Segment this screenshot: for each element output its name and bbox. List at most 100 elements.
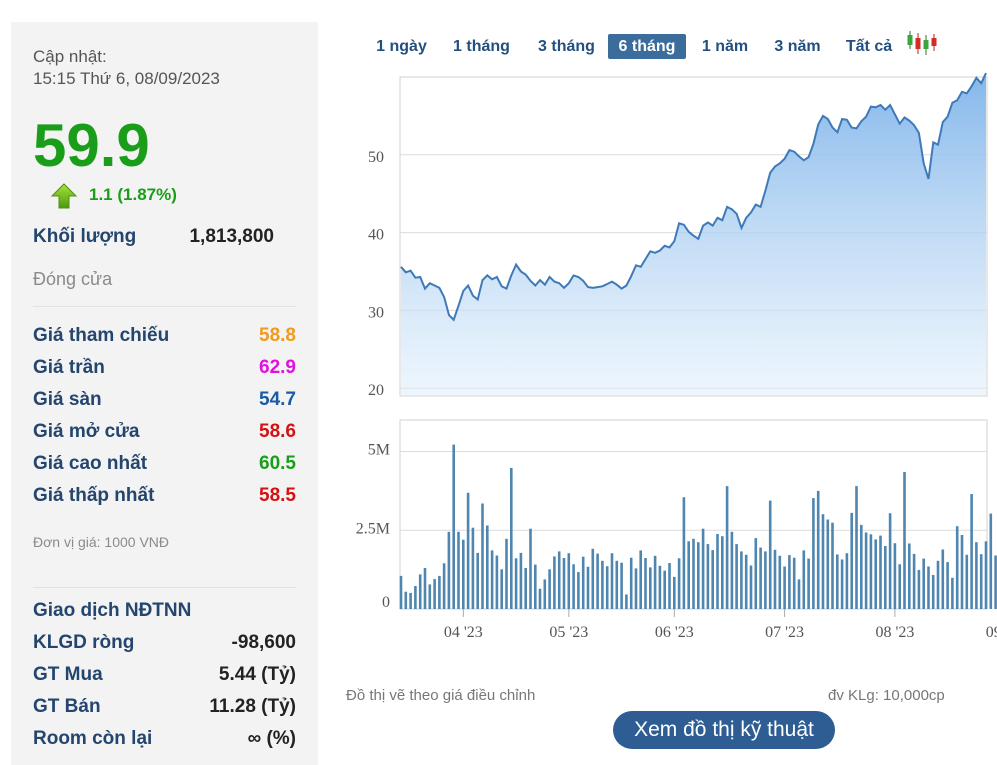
candlestick-icon[interactable]	[906, 29, 938, 57]
price-row: Giá sàn 54.7	[33, 389, 296, 411]
volume-bar	[462, 539, 465, 609]
price-row-label: Giá thấp nhất	[33, 485, 155, 506]
volume-bar	[965, 554, 969, 609]
volume-bar	[625, 594, 628, 609]
unit-note: Đơn vị giá: 1000 VNĐ	[33, 534, 170, 550]
foreign-row: KLGD ròng -98,600	[33, 632, 296, 654]
volume-bar	[845, 553, 849, 609]
volume-bar	[457, 531, 460, 609]
volume-bar	[768, 500, 772, 609]
price-tick-label: 30	[368, 304, 384, 321]
x-tick-label: 05 '23	[549, 624, 588, 641]
volume-bar	[438, 575, 441, 609]
volume-bar	[601, 560, 604, 609]
volume-bar	[912, 553, 916, 609]
volume-bar	[970, 494, 973, 609]
volume-bar	[711, 550, 714, 609]
volume-bar	[874, 539, 877, 609]
volume-bar	[783, 566, 786, 609]
volume-bar	[826, 519, 830, 609]
x-tick-label: 09 '23	[986, 624, 997, 641]
volume-bar	[447, 531, 451, 609]
volume-bar	[610, 553, 614, 609]
volume-bar	[414, 586, 417, 609]
volume-bar	[888, 513, 892, 609]
volume-bar	[673, 576, 676, 609]
volume-bar	[778, 555, 782, 609]
volume-bar	[941, 549, 945, 609]
volume-bar	[524, 568, 527, 609]
x-tick-label: 06 '23	[655, 624, 694, 641]
tab-1-năm[interactable]: 1 năm	[701, 38, 749, 55]
volume-bar	[404, 591, 408, 609]
volume-bar	[577, 572, 580, 609]
volume-bar	[644, 558, 647, 609]
tab-1-ngày[interactable]: 1 ngày	[376, 38, 427, 55]
foreign-row: GT Mua 5.44 (Tỷ)	[33, 664, 296, 686]
market-status: Đóng cửa	[33, 269, 113, 289]
price-area	[401, 73, 986, 396]
volume-bar	[653, 555, 657, 609]
volume-bar	[586, 566, 590, 609]
foreign-row-value: ∞ (%)	[247, 728, 296, 749]
tab-6-tháng[interactable]: 6 tháng	[608, 34, 686, 59]
volume-bar	[927, 566, 930, 609]
volume-bar	[486, 525, 489, 609]
volume-bar	[994, 555, 997, 609]
volume-bar	[936, 560, 940, 609]
volume-bar	[557, 551, 561, 609]
volume-bar	[682, 497, 686, 609]
volume-bar	[946, 562, 949, 609]
volume-bar	[922, 558, 925, 609]
price-row: Giá cao nhất 60.5	[33, 453, 296, 475]
volume-bar	[725, 486, 729, 609]
current-price: 59.9	[33, 112, 150, 179]
foreign-row-label: GT Mua	[33, 664, 103, 685]
volume-bar	[864, 532, 868, 609]
price-row-label: Giá mở cửa	[33, 421, 140, 442]
tab-Tất-cả[interactable]: Tất cả	[845, 38, 893, 55]
volume-bar	[433, 579, 436, 609]
volume-bar	[744, 554, 748, 609]
volume-tick-label: 2.5M	[356, 520, 390, 537]
volume-bar	[553, 556, 556, 609]
volume-bar	[855, 486, 858, 609]
volume-bar	[908, 543, 911, 609]
volume-bar	[955, 526, 959, 609]
volume-tick-label: 5M	[368, 442, 390, 459]
volume-bar	[466, 492, 470, 609]
volume-bar	[807, 558, 810, 609]
price-row: Giá mở cửa 58.6	[33, 421, 296, 443]
technical-chart-button[interactable]: Xem đồ thị kỹ thuật	[613, 711, 835, 749]
volume-label: Khối lượng	[33, 226, 137, 247]
volume-bar	[740, 551, 743, 609]
quote-panel: Cập nhật: 15:15 Thứ 6, 08/09/2023 59.9 1…	[11, 22, 318, 765]
price-tick-label: 20	[368, 382, 384, 399]
volume-tick-label: 0	[382, 594, 390, 611]
volume-bar	[697, 542, 700, 609]
volume-bar	[529, 528, 532, 609]
price-row-label: Giá trần	[33, 357, 105, 378]
volume-bar	[418, 574, 422, 609]
tab-3-tháng[interactable]: 3 tháng	[538, 38, 595, 55]
volume-bar	[505, 538, 508, 609]
price-row-value: 58.6	[259, 421, 296, 442]
foreign-row-value: 5.44 (Tỷ)	[218, 664, 296, 685]
volume-bar	[821, 514, 825, 609]
tab-1-tháng[interactable]: 1 tháng	[453, 38, 510, 55]
volume-bar	[917, 569, 921, 609]
volume-bar	[730, 531, 734, 609]
volume-bar	[442, 563, 446, 609]
volume-bar	[663, 570, 666, 609]
volume-bar	[534, 564, 537, 609]
volume-bar	[869, 534, 873, 609]
update-time: 15:15 Thứ 6, 08/09/2023	[33, 69, 220, 88]
volume-bar	[677, 558, 681, 609]
tab-3-năm[interactable]: 3 năm	[774, 38, 821, 55]
divider	[33, 306, 296, 307]
x-tick-label: 08 '23	[875, 624, 914, 641]
volume-bar	[893, 543, 897, 609]
volume-bar	[514, 558, 518, 609]
price-row: Giá trần 62.9	[33, 357, 296, 379]
